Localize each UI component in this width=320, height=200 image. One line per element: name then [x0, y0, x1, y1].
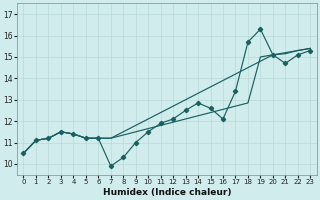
X-axis label: Humidex (Indice chaleur): Humidex (Indice chaleur) — [103, 188, 231, 197]
